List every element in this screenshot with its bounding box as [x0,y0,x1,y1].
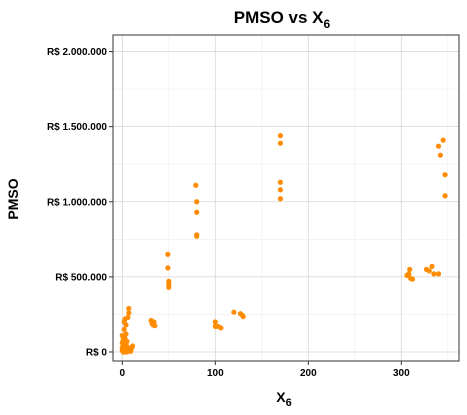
minor-gridlines [113,35,459,361]
y-axis-title: PMSO [5,178,21,219]
data-point [426,268,432,274]
data-point [126,305,132,312]
data-point [166,284,172,290]
data-point [440,137,446,143]
data-point [129,343,136,349]
y-tick-label: R$ 2.000.000 [47,47,107,58]
x-axis-title-subscript: 6 [286,397,292,409]
data-point [406,271,412,277]
data-point [152,323,158,329]
panel-border [112,34,460,362]
data-point [437,152,443,158]
data-point [431,271,437,277]
data-point [126,310,132,316]
data-point [165,265,171,271]
x-axis-title-main: X [276,389,286,405]
x-tick-label: 300 [393,368,410,379]
data-point [218,325,224,331]
data-point [442,193,448,199]
data-point [277,196,284,202]
data-point [231,309,237,315]
data-point [194,233,200,239]
chart-title-main: PMSO vs X [234,8,324,27]
data-point [240,314,246,320]
data-point [429,263,435,269]
y-axis: R$ 0 R$ 500.000 R$ 1.000.000 R$ 1.500.000 R$… [47,47,113,358]
data-point [124,349,130,355]
data-point [123,322,129,328]
y-tick-label: R$ 1.500.000 [47,122,107,133]
x-axis-title: X6 [276,389,291,409]
data-point [409,276,416,282]
plot-panel [112,34,460,362]
data-point [435,143,442,149]
data-point [119,332,125,339]
y-tick-label: R$ 1.000.000 [47,197,107,208]
data-point [124,338,130,345]
data-point [194,209,200,215]
chart-title-subscript: 6 [324,17,331,31]
x-tick-label: 200 [300,368,317,379]
data-points [119,133,448,355]
data-point [442,172,448,178]
data-point [121,326,127,333]
data-point [277,179,284,185]
chart-title: PMSO vs X6 [234,8,331,31]
x-tick-label: 0 [120,368,126,379]
data-point [277,187,284,193]
major-gridlines [113,35,459,361]
data-point [212,319,218,325]
x-tick-label: 100 [207,368,224,379]
data-point [165,251,171,257]
data-point [277,140,284,146]
data-point [407,266,413,272]
data-point [277,133,284,139]
x-axis: 0 100 200 300 [120,361,410,379]
data-point [435,271,442,277]
data-point [125,314,131,321]
y-tick-label: R$ 500.000 [55,272,107,283]
data-point [193,182,199,188]
y-tick-label: R$ 0 [86,347,108,358]
data-point [194,199,200,205]
